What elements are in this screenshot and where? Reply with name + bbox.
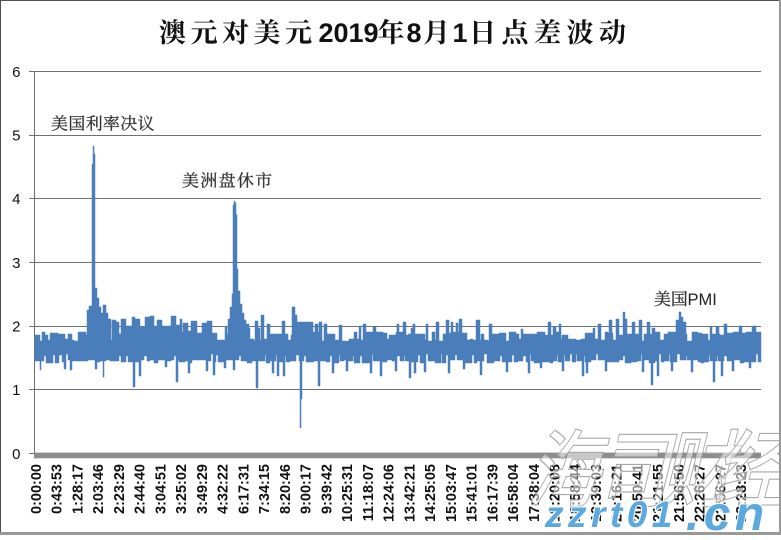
svg-text:1:28:17: 1:28:17 — [71, 464, 87, 514]
svg-text:0:00:00: 0:00:00 — [29, 464, 45, 514]
svg-text:3:04:51: 3:04:51 — [153, 464, 169, 514]
svg-text:6:17:31: 6:17:31 — [236, 464, 252, 514]
svg-text:4: 4 — [12, 191, 20, 208]
svg-text:3:25:02: 3:25:02 — [174, 464, 190, 514]
svg-text:0: 0 — [12, 446, 20, 463]
svg-text:11:18:07: 11:18:07 — [361, 464, 377, 521]
svg-text:9:00:17: 9:00:17 — [299, 464, 315, 514]
svg-text:9:39:42: 9:39:42 — [319, 464, 335, 514]
svg-text:1: 1 — [453, 18, 468, 48]
svg-text:PMI: PMI — [688, 291, 717, 309]
svg-text:14:25:05: 14:25:05 — [423, 464, 439, 522]
svg-text:7:34:15: 7:34:15 — [257, 464, 273, 514]
svg-text:16:17:39: 16:17:39 — [485, 464, 501, 522]
svg-text:8: 8 — [407, 18, 422, 48]
svg-text:4:32:22: 4:32:22 — [216, 464, 232, 514]
svg-text:12:24:06: 12:24:06 — [382, 464, 398, 522]
svg-text:2:23:29: 2:23:29 — [112, 464, 128, 514]
svg-text:zzrt01.cn: zzrt01 .cn — [544, 488, 769, 535]
svg-text:6: 6 — [12, 64, 20, 81]
svg-text:2: 2 — [12, 319, 20, 336]
svg-text:16:58:04: 16:58:04 — [506, 464, 522, 522]
svg-text:17:38:04: 17:38:04 — [527, 464, 543, 522]
svg-text:10:25:31: 10:25:31 — [340, 464, 356, 522]
svg-text:15:03:47: 15:03:47 — [444, 464, 460, 522]
svg-text:3:49:29: 3:49:29 — [195, 464, 211, 514]
svg-text:8:20:46: 8:20:46 — [278, 464, 294, 514]
svg-text:2:44:40: 2:44:40 — [133, 464, 149, 514]
svg-text:1: 1 — [12, 382, 20, 399]
svg-text:3: 3 — [12, 255, 20, 272]
svg-text:5: 5 — [12, 128, 20, 145]
svg-text:15:41:01: 15:41:01 — [465, 464, 481, 522]
svg-text:13:42:21: 13:42:21 — [402, 464, 418, 522]
svg-text:2019: 2019 — [319, 18, 379, 48]
svg-text:0:43:53: 0:43:53 — [50, 464, 66, 514]
svg-text:2:03:46: 2:03:46 — [91, 464, 107, 514]
